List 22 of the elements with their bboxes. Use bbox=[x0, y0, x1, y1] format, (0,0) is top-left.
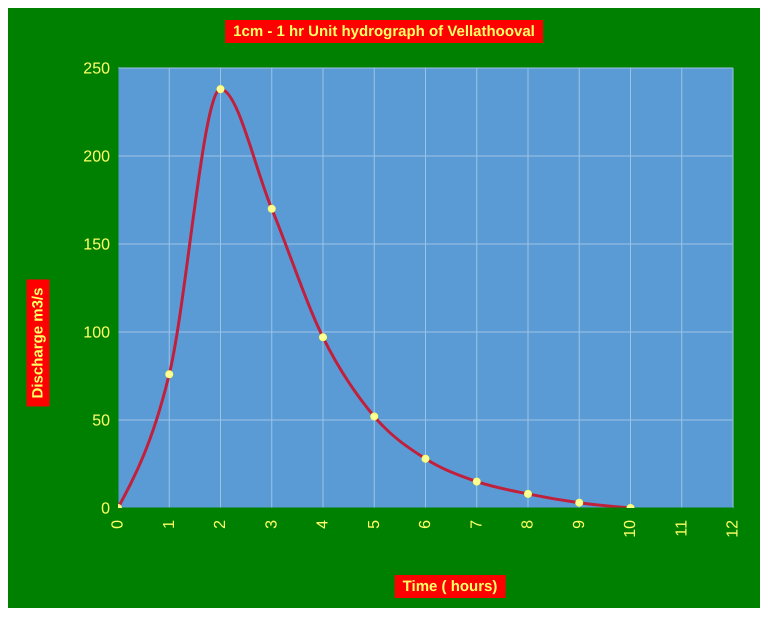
x-tick-label: 11 bbox=[673, 520, 690, 537]
x-tick-label: 4 bbox=[314, 520, 332, 529]
y-tick-label: 50 bbox=[92, 412, 110, 430]
y-tick-label: 150 bbox=[83, 236, 110, 254]
x-tick-label: 2 bbox=[212, 520, 229, 529]
x-tick-label: 5 bbox=[366, 520, 383, 529]
x-tick-label: 0 bbox=[110, 520, 126, 529]
x-tick-label: 10 bbox=[622, 520, 639, 538]
x-tick-label: 6 bbox=[417, 520, 434, 529]
y-tick-label: 0 bbox=[101, 500, 110, 518]
y-tick-label: 200 bbox=[83, 148, 110, 166]
chart-title: 1cm - 1 hr Unit hydrograph of Vellathooval bbox=[225, 20, 543, 43]
x-tick-label: 3 bbox=[263, 520, 280, 529]
y-axis-title: Discharge m3/s bbox=[26, 280, 50, 406]
y-tick-label: 100 bbox=[83, 324, 110, 342]
y-tick-label: 250 bbox=[83, 60, 110, 78]
x-axis-title: Time ( hours) bbox=[394, 575, 506, 598]
x-tick-label: 1 bbox=[160, 520, 178, 529]
x-tick-label: 8 bbox=[520, 520, 536, 529]
x-tick-label: 7 bbox=[468, 520, 486, 529]
x-tick-label: 9 bbox=[570, 520, 588, 529]
x-tick-label: 12 bbox=[724, 520, 742, 538]
